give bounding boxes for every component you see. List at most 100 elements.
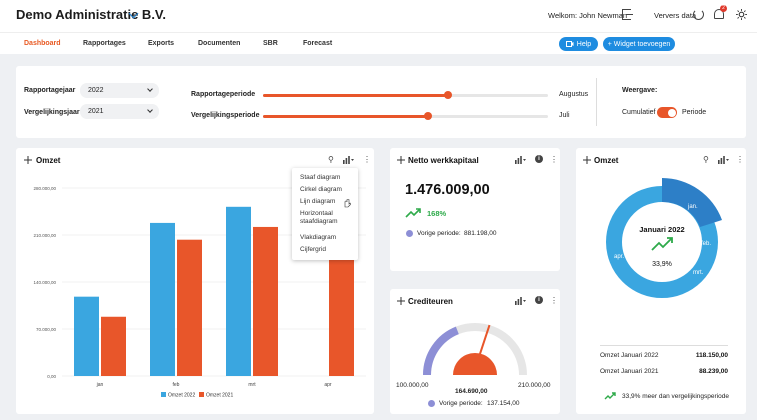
chart-type-icon[interactable] bbox=[515, 156, 526, 164]
move-icon[interactable] bbox=[397, 156, 405, 164]
donut-label-feb: feb. bbox=[701, 241, 711, 247]
move-icon[interactable] bbox=[24, 156, 32, 164]
row2-label: Omzet Januari 2021 bbox=[600, 368, 659, 375]
help-button[interactable]: Help bbox=[559, 37, 598, 51]
prev-period-label: Vorige periode: bbox=[417, 230, 461, 237]
omzet-donut-chart: jan. feb. mrt. apr. Januari 2022 33,9% bbox=[606, 178, 722, 298]
view-toggle[interactable] bbox=[657, 107, 677, 118]
compare-period-value: Juli bbox=[559, 112, 570, 119]
report-period-label: Rapportageperiode bbox=[191, 91, 256, 98]
compare-year-select[interactable]: 2021 bbox=[80, 104, 159, 119]
menu-item-grid[interactable]: Cijfergrid bbox=[300, 246, 327, 253]
y-tick-label: 70.000,00 bbox=[36, 327, 57, 332]
donut-slice-jan[interactable] bbox=[662, 178, 722, 227]
add-widget-button[interactable]: + Widget toevoegen bbox=[603, 37, 675, 51]
refresh-icon[interactable] bbox=[693, 9, 704, 20]
row1-value: 118.150,00 bbox=[695, 352, 728, 359]
report-year-value: 2022 bbox=[88, 87, 104, 94]
donut-center-pct: 33,9% bbox=[652, 261, 672, 268]
prev-period-value: 881.198,00 bbox=[464, 230, 497, 237]
refresh-label[interactable]: Ververs data bbox=[654, 11, 697, 20]
card-title: Netto werkkapitaal bbox=[408, 156, 479, 165]
menu-item-bar[interactable]: Staaf diagram bbox=[300, 174, 341, 181]
hand-cursor-icon bbox=[344, 199, 351, 208]
x-tick-label: feb bbox=[173, 382, 180, 388]
menu-item-horizontal-bar[interactable]: Horizontaal staafdiagram bbox=[300, 210, 338, 225]
view-period-label: Periode bbox=[682, 109, 707, 116]
move-icon[interactable] bbox=[397, 297, 405, 305]
add-widget-label: + Widget toevoegen bbox=[607, 40, 671, 48]
report-year-label: Rapportagejaar bbox=[24, 87, 76, 94]
menu-item-line[interactable]: Lijn diagram bbox=[300, 198, 336, 205]
bell-icon[interactable] bbox=[714, 9, 724, 19]
more-options-icon[interactable]: ⋮ bbox=[550, 296, 558, 305]
info-icon[interactable]: i bbox=[535, 296, 543, 304]
trend-up-icon bbox=[651, 237, 673, 251]
legend-label: Omzet 2021 bbox=[206, 393, 233, 399]
info-icon[interactable]: i bbox=[535, 155, 543, 163]
company-name[interactable]: Demo Administratie B.V. bbox=[16, 7, 167, 22]
bar-feb-current bbox=[150, 222, 175, 376]
y-tick-label: 0,00 bbox=[47, 374, 56, 379]
donut-footer: 33,9% meer dan vergelijkingsperiode bbox=[622, 393, 729, 400]
move-icon[interactable] bbox=[583, 156, 591, 164]
legend-dot bbox=[428, 400, 435, 407]
crediteuren-card: Crediteuren i ⋮ 100.000,00 210.000,00 16… bbox=[390, 289, 560, 414]
help-label: Help bbox=[576, 40, 592, 48]
report-period-slider-handle[interactable] bbox=[444, 91, 453, 99]
sun-icon[interactable] bbox=[736, 9, 747, 20]
trend-up-icon bbox=[405, 208, 421, 218]
compare-period-label: Vergelijkingsperiode bbox=[191, 112, 260, 119]
crediteuren-gauge bbox=[423, 323, 527, 376]
chart-type-icon[interactable] bbox=[343, 156, 354, 164]
compare-period-slider-handle[interactable] bbox=[424, 112, 433, 120]
omzet-donut-card: Omzet ⚲ ⋮ jan. feb. mrt. apr. Januari 20… bbox=[576, 148, 746, 414]
welcome-text: Welkom: John Newman bbox=[548, 11, 628, 20]
gauge-value: 164.690,00 bbox=[455, 388, 488, 395]
chart-type-icon[interactable] bbox=[718, 156, 729, 164]
tab-dashboard[interactable]: Dashboard bbox=[24, 40, 61, 47]
chart-type-menu: Staaf diagram Cirkel diagram Lijn diagra… bbox=[292, 168, 358, 260]
menu-item-pie[interactable]: Cirkel diagram bbox=[300, 186, 342, 193]
legend-label: Omzet 2022 bbox=[168, 393, 195, 399]
more-options-icon[interactable]: ⋮ bbox=[550, 155, 558, 164]
gauge-min: 100.000,00 bbox=[396, 382, 429, 389]
card-title: Omzet bbox=[36, 156, 61, 165]
legend-swatch bbox=[199, 392, 204, 397]
report-year-select[interactable]: 2022 bbox=[80, 83, 159, 98]
bar-jan-compare bbox=[101, 316, 126, 376]
zoom-icon[interactable]: ⚲ bbox=[703, 155, 709, 164]
chart-type-icon[interactable] bbox=[515, 297, 526, 305]
report-period-slider-fill bbox=[263, 94, 449, 97]
view-cumulative-label: Cumulatief bbox=[622, 109, 656, 116]
legend-dot bbox=[406, 230, 413, 237]
card-title: Omzet bbox=[594, 156, 619, 165]
tab-forecast[interactable]: Forecast bbox=[303, 40, 333, 47]
filter-panel: Rapportagejaar 2022 Vergelijkingsjaar 20… bbox=[16, 66, 746, 138]
tab-exports[interactable]: Exports bbox=[148, 40, 175, 47]
tab-sbr[interactable]: SBR bbox=[263, 40, 278, 47]
row1-label: Omzet Januari 2022 bbox=[600, 352, 659, 359]
x-tick-label: mrt bbox=[248, 382, 256, 388]
menu-item-area[interactable]: Vlakdiagram bbox=[300, 234, 337, 241]
logout-icon[interactable] bbox=[622, 9, 633, 20]
more-options-icon[interactable]: ⋮ bbox=[736, 155, 744, 164]
tab-documenten[interactable]: Documenten bbox=[198, 40, 241, 47]
legend-swatch bbox=[161, 392, 166, 397]
tab-rapportages[interactable]: Rapportages bbox=[83, 40, 126, 47]
donut-label-mrt: mrt. bbox=[693, 270, 704, 276]
chevron-down-icon bbox=[147, 86, 153, 92]
divider bbox=[596, 78, 597, 126]
zoom-icon[interactable]: ⚲ bbox=[328, 155, 334, 164]
x-tick-label: apr bbox=[324, 382, 332, 388]
card-title: Crediteuren bbox=[408, 297, 453, 306]
y-tick-label: 210.000,00 bbox=[33, 233, 56, 238]
more-options-icon[interactable]: ⋮ bbox=[363, 155, 371, 164]
y-tick-label: 280.000,00 bbox=[33, 186, 56, 191]
bar-feb-compare bbox=[177, 239, 202, 376]
report-period-value: Augustus bbox=[559, 91, 589, 98]
bar-mrt-current bbox=[226, 206, 251, 376]
divider bbox=[600, 345, 728, 346]
gauge-needle bbox=[474, 324, 491, 370]
y-tick-label: 140.000,00 bbox=[33, 280, 56, 285]
